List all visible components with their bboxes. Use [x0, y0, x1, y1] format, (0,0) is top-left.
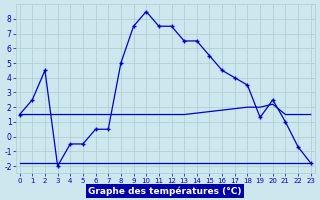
- X-axis label: Graphe des températures (°C): Graphe des températures (°C): [88, 186, 242, 196]
